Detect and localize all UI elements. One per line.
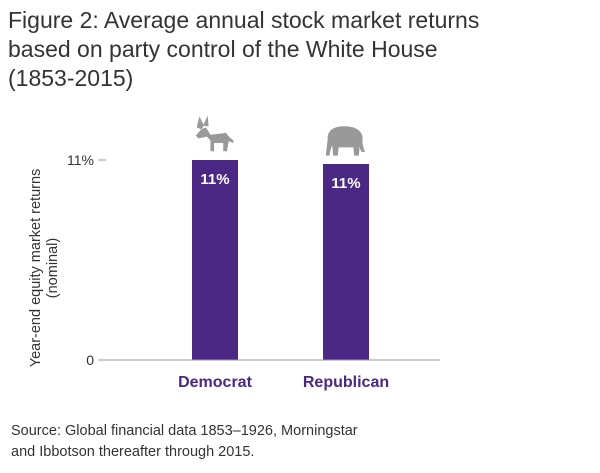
elephant-icon [325, 126, 366, 156]
chart-title: Figure 2: Average annual stock market re… [8, 6, 592, 93]
x-axis-category-labels: Democrat Republican [178, 374, 389, 391]
title-line-1: Figure 2: Average annual stock market re… [8, 7, 480, 33]
y-axis-title-line-1: Year-end equity market returns [28, 169, 44, 368]
bar-value-label: 11% [331, 175, 360, 192]
y-axis-title: Year-end equity market returns (nominal) [28, 169, 61, 368]
source-line-1: Source: Global financial data 1853–1926,… [11, 423, 358, 439]
y-axis-ticks: 0 11% [67, 152, 106, 368]
bar-republican [323, 164, 369, 360]
source-note: Source: Global financial data 1853–1926,… [11, 421, 591, 463]
x-category-label: Democrat [178, 374, 252, 391]
y-tick-label: 0 [86, 352, 94, 368]
bars: 11% 11% [192, 115, 369, 360]
title-line-2: based on party control of the White Hous… [8, 36, 438, 62]
bar-value-label: 11% [200, 171, 229, 188]
x-category-label: Republican [303, 374, 389, 391]
y-axis-title-line-2: (nominal) [45, 238, 61, 298]
donkey-icon [195, 115, 234, 152]
bar-democrat [192, 160, 238, 360]
y-tick-label: 11% [67, 152, 94, 168]
source-line-2: and Ibbotson thereafter through 2015. [11, 444, 255, 460]
title-line-3: (1853-2015) [8, 65, 134, 91]
bar-chart: Year-end equity market returns (nominal)… [28, 115, 440, 391]
